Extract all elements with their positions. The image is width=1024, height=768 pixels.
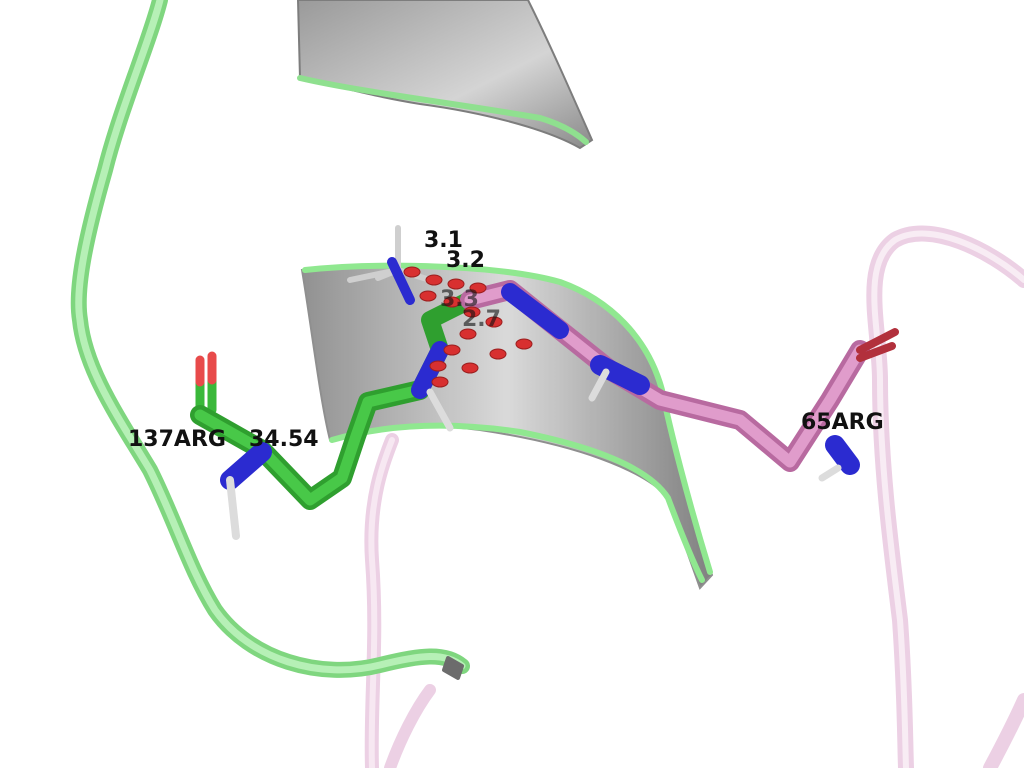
distance-label-3: 3.3 (440, 287, 479, 312)
residue-65arg-label: 65ARG (801, 410, 884, 435)
residue-65arg-sticks[interactable] (460, 280, 899, 482)
residue-137arg-sticks[interactable] (190, 225, 479, 540)
residue-137arg-label: 137ARG (128, 427, 226, 452)
middle-beta-strand (300, 262, 714, 590)
distance-label-4: 2.7 (462, 307, 501, 332)
contact-dashes (403, 266, 533, 388)
distance-label-1: 3.1 (424, 228, 463, 253)
distance-label-2: 3.2 (446, 248, 485, 273)
chain-b-ribbon (364, 225, 1024, 768)
chain-a-ribbon (70, 0, 470, 680)
top-beta-strand (296, 0, 594, 150)
residue-137arg-value: 34.54 (249, 427, 319, 452)
